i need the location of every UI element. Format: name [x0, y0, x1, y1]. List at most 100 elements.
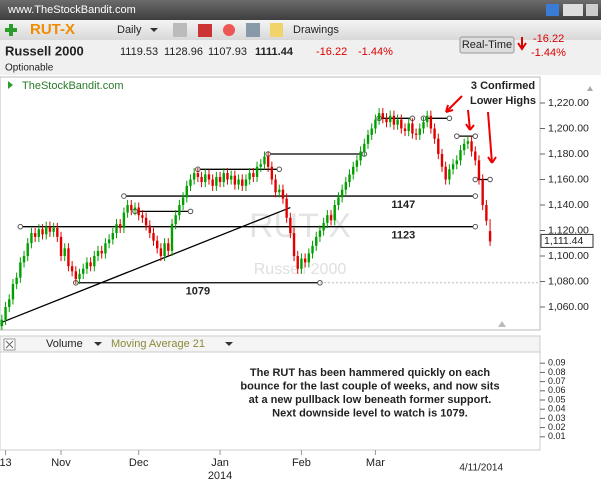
candle-body: [148, 225, 151, 234]
callout-line: Lower Highs: [470, 95, 536, 107]
optionable: Optionable: [5, 63, 54, 74]
t-icon[interactable]: [563, 4, 583, 16]
candle-body: [359, 151, 362, 161]
year-label: 2014: [208, 470, 232, 482]
candle-body: [485, 205, 488, 221]
callout-arrow: [487, 111, 497, 164]
candle-body: [311, 245, 314, 254]
candle-body: [141, 215, 144, 218]
note-icon[interactable]: [270, 23, 283, 37]
level-handle: [121, 193, 127, 199]
note-line: at a new pullback low beneath former sup…: [249, 394, 492, 406]
candle-body: [377, 113, 381, 120]
symbol[interactable]: RUT-X: [30, 21, 75, 38]
candle-body: [241, 179, 244, 186]
candle-body: [400, 119, 403, 129]
candle-body: [344, 182, 348, 190]
s-icon[interactable]: [546, 4, 559, 16]
indicator: Moving Average 21: [111, 338, 205, 350]
level-handle: [446, 115, 453, 122]
tool-icon[interactable]: [173, 23, 187, 37]
y-tick-label: 1,180.00: [548, 148, 589, 160]
candle-body: [41, 229, 44, 235]
realtime[interactable]: Real-Time: [462, 39, 512, 51]
volume-tick-label: 0.06: [548, 385, 566, 395]
candle-body: [15, 277, 18, 285]
candle-body: [115, 224, 118, 234]
instrument-name: Russell 2000: [5, 43, 84, 58]
level-handle: [17, 223, 24, 230]
candle-body: [178, 205, 181, 216]
candle-body: [82, 268, 85, 274]
y-tick-label: 1,200.00: [548, 122, 589, 134]
candle-body: [229, 175, 233, 180]
candle-body: [437, 138, 440, 154]
dropdown-arrow[interactable]: [225, 342, 233, 346]
x-tick-label: Dec: [129, 457, 149, 469]
watermark-name: Russell 2000: [254, 261, 347, 278]
candle-body: [266, 156, 270, 167]
y-tick-label: 1,060.00: [548, 301, 589, 313]
candle-body: [244, 179, 248, 186]
candle-body: [389, 115, 392, 123]
candle-body: [185, 185, 188, 198]
quote-high: 1128.96: [164, 46, 203, 58]
candle-body: [170, 224, 174, 251]
candle-body: [0, 319, 4, 327]
x-tick-label: 13: [0, 457, 12, 469]
title-bar: [0, 0, 601, 20]
quote-values: 1119.53 1128.96 1107.93 1111.44 -16.22 -1.44%: [120, 46, 393, 58]
x-tick-label: Feb: [292, 457, 311, 469]
change-pct: -1.44%: [531, 47, 566, 59]
grid-icon[interactable]: [246, 23, 260, 37]
candle-body: [33, 233, 37, 237]
candle-body: [233, 175, 237, 185]
quote-open: 1119.53: [120, 46, 158, 58]
close-x[interactable]: [5, 340, 14, 349]
level-label: 1123: [391, 230, 415, 242]
volume-pane: [0, 351, 541, 451]
candle-body: [470, 141, 473, 152]
candle-body: [481, 179, 484, 205]
candle-body: [63, 248, 66, 256]
candle-body: [248, 173, 251, 180]
candle-body: [392, 115, 396, 125]
quote-change-pct: -1.44%: [358, 46, 393, 58]
x-tick-label: Jan: [211, 457, 229, 469]
alarm-icon[interactable]: [223, 24, 235, 36]
realtime-button[interactable]: [459, 36, 515, 54]
candle-body: [196, 173, 200, 177]
candle-body: [411, 123, 414, 134]
candle-body: [192, 173, 196, 180]
candle-body: [440, 154, 444, 167]
candle-body: [322, 222, 325, 231]
candle-body: [22, 256, 26, 263]
candle-body: [300, 258, 303, 269]
candle-body: [30, 233, 33, 244]
price-pane: [0, 76, 541, 331]
candle-body: [488, 231, 492, 242]
chart-icon[interactable]: [198, 24, 212, 37]
candle-body: [4, 307, 7, 320]
add-icon[interactable]: [5, 24, 17, 36]
candle-body: [459, 150, 462, 161]
dropdown-arrow[interactable]: [150, 28, 158, 32]
candle-body: [8, 299, 11, 307]
period[interactable]: Daily: [117, 24, 142, 36]
candle-body: [89, 262, 92, 267]
drawings[interactable]: Drawings: [293, 24, 339, 36]
last-value-box: [540, 233, 594, 248]
candle-body: [396, 119, 399, 125]
down-arrow: [517, 37, 527, 51]
candle-body: [37, 229, 41, 237]
quote-change: -16.22: [316, 46, 347, 58]
level-label: 1079: [186, 286, 210, 298]
close-icon[interactable]: [586, 4, 598, 16]
dropdown-arrow[interactable]: [94, 342, 102, 346]
candle-body: [303, 258, 307, 263]
candle-body: [348, 174, 351, 183]
candle-body: [222, 173, 225, 183]
candle-body: [455, 160, 458, 165]
candle-body: [255, 166, 259, 177]
